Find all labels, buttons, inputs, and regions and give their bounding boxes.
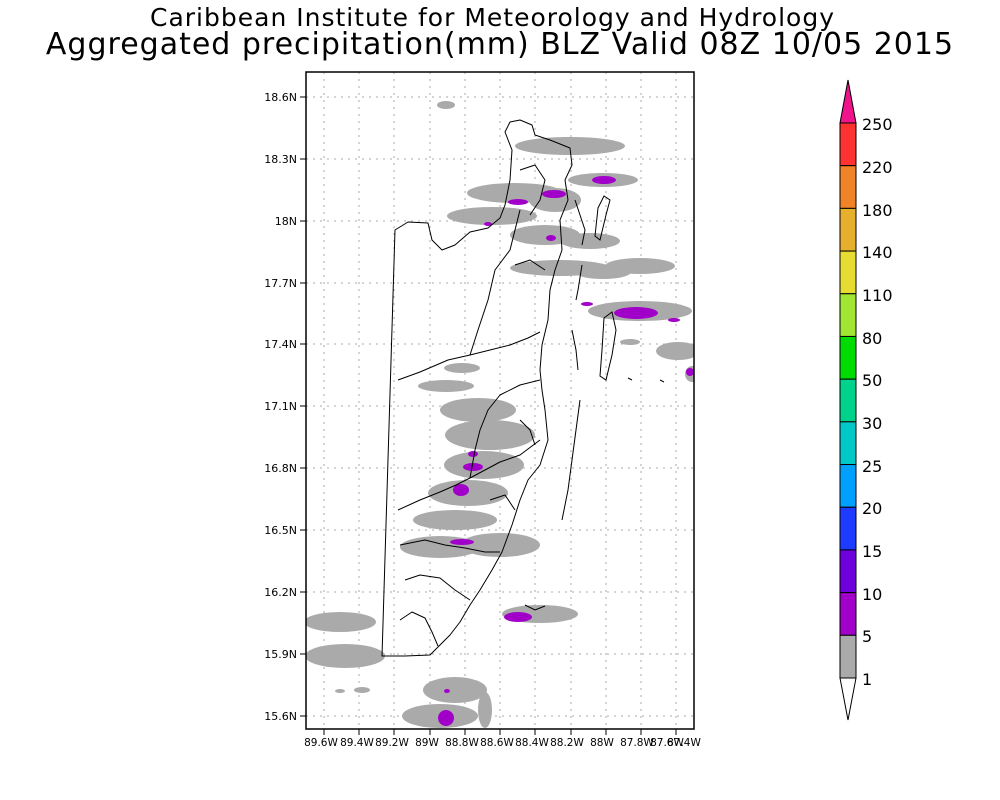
colorbar-label: 15	[862, 542, 882, 561]
colorbar-label: 1	[862, 670, 872, 689]
lat-label: 18.3N	[264, 153, 297, 166]
lon-label: 88.6W	[480, 737, 514, 749]
colorbar-top-arrow	[839, 79, 857, 124]
lat-label: 16.2N	[264, 586, 297, 599]
lat-label: 16.8N	[264, 462, 297, 475]
colorbar-label: 220	[862, 158, 893, 177]
colorbar-cell	[839, 634, 857, 679]
colorbar-label: 30	[862, 414, 882, 433]
colorbar-label: 5	[862, 627, 872, 646]
colorbar-cell	[839, 421, 857, 466]
colorbar-label: 180	[862, 201, 893, 220]
colorbar-cell	[839, 122, 857, 167]
colorbar-cell	[839, 207, 857, 252]
lon-label: 89.4W	[340, 737, 374, 749]
colorbar-cell	[839, 378, 857, 423]
colorbar-label: 20	[862, 499, 882, 518]
colorbar-cell	[839, 592, 857, 636]
lat-label: 18.6N	[264, 91, 297, 104]
colorbar-label: 50	[862, 371, 882, 390]
lon-label: 88W	[590, 737, 614, 749]
lat-ticks	[300, 96, 306, 717]
lat-label: 18N	[275, 215, 297, 228]
cayes-islands	[524, 195, 665, 611]
lon-ticks	[323, 729, 677, 735]
colorbar-label: 140	[862, 243, 893, 262]
colorbar-label: 25	[862, 457, 882, 476]
precip-moderate-areas	[438, 176, 694, 726]
colorbar-label: 10	[862, 585, 882, 604]
colorbar-bottom-arrow	[839, 677, 857, 721]
country-boundaries	[381, 119, 586, 657]
colorbar-label: 250	[862, 115, 893, 134]
lat-label: 16.5N	[264, 524, 297, 537]
colorbar: 250 220 180 140 110 80 50 30 25 20 15 10…	[839, 79, 893, 721]
colorbar-cell	[839, 250, 857, 295]
lat-label: 17.4N	[264, 338, 297, 351]
lon-label: 87.4W	[667, 737, 701, 749]
lon-label: 88.4W	[515, 737, 549, 749]
lat-label: 15.6N	[264, 710, 297, 723]
chart-title: Caribbean Institute for Meteorology and …	[150, 3, 835, 32]
lon-label: 89W	[415, 737, 439, 749]
colorbar-cell	[839, 165, 857, 209]
lon-label: 87.6W	[650, 737, 684, 749]
precip-light-areas	[306, 101, 694, 728]
lat-label: 17.1N	[264, 400, 297, 413]
colorbar-label: 80	[862, 329, 882, 348]
lat-label: 17.7N	[264, 277, 297, 290]
colorbar-cell	[839, 293, 857, 337]
lon-label: 89.6W	[304, 737, 338, 749]
colorbar-cell	[839, 335, 857, 380]
lat-label: 15.9N	[264, 648, 297, 661]
lon-label: 88.8W	[445, 737, 479, 749]
colorbar-cell	[839, 549, 857, 594]
chart-subtitle: Aggregated precipitation(mm) BLZ Valid 0…	[45, 27, 955, 62]
lon-label: 89.2W	[375, 737, 409, 749]
colorbar-label: 110	[862, 286, 893, 305]
lon-label: 88.2W	[550, 737, 584, 749]
colorbar-cell	[839, 506, 857, 551]
lon-label: 87.8W	[620, 737, 654, 749]
colorbar-cell	[839, 464, 857, 508]
